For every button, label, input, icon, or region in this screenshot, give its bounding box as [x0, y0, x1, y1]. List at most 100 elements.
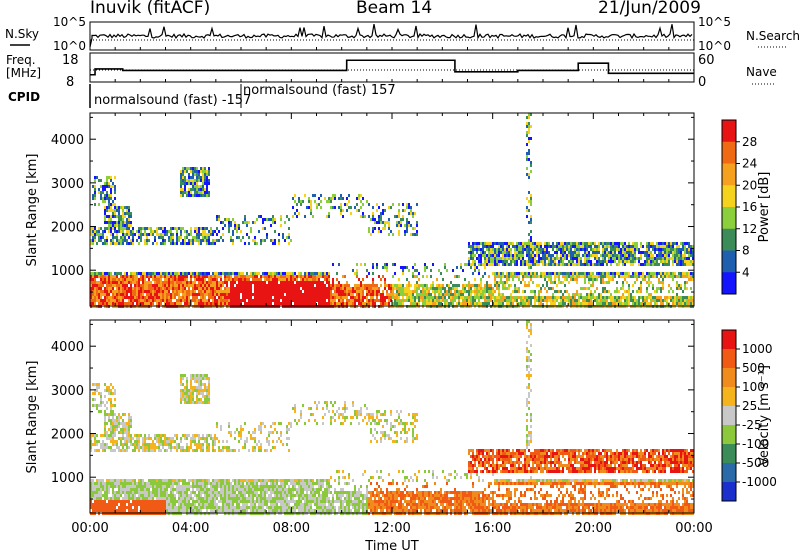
power-heatmap-cell	[230, 236, 232, 239]
power-heatmap-cell	[162, 233, 164, 236]
power-heatmap-cell	[476, 251, 478, 254]
power-heatmap-cell	[626, 251, 628, 254]
power-heatmap-cell	[418, 302, 420, 305]
power-heatmap-cell	[188, 179, 190, 182]
power-heatmap-cell	[526, 302, 528, 305]
power-heatmap-cell	[162, 275, 164, 278]
power-heatmap-cell	[556, 242, 558, 245]
power-heatmap-cell	[238, 287, 240, 290]
power-heatmap-cell	[560, 281, 562, 284]
power-heatmap-cell	[678, 299, 680, 302]
power-heatmap-cell	[278, 239, 280, 242]
velocity-heatmap-cell	[116, 440, 118, 443]
power-heatmap-cell	[610, 260, 612, 263]
power-heatmap-cell	[642, 302, 644, 305]
power-heatmap-cell	[498, 293, 500, 296]
velocity-heatmap-cell	[114, 482, 116, 485]
power-heatmap-cell	[656, 290, 658, 293]
power-heatmap-cell	[604, 302, 606, 305]
power-heatmap-cell	[656, 275, 658, 278]
power-heatmap-cell	[216, 281, 218, 284]
power-heatmap-cell	[402, 266, 404, 269]
power-heatmap-cell	[394, 299, 396, 302]
power-heatmap-cell	[328, 302, 330, 305]
power-heatmap-cell	[626, 254, 628, 257]
power-heatmap-cell	[484, 245, 486, 248]
power-heatmap-cell	[172, 227, 174, 230]
power-heatmap-cell	[634, 296, 636, 299]
power-heatmap-cell	[604, 290, 606, 293]
power-heatmap-cell	[184, 290, 186, 293]
power-heatmap-cell	[158, 287, 160, 290]
power-heatmap-cell	[518, 254, 520, 257]
power-heatmap-cell	[116, 236, 118, 239]
power-heatmap-cell	[156, 278, 158, 281]
power-heatmap-cell	[254, 242, 256, 245]
power-heatmap-cell	[480, 254, 482, 257]
power-heatmap-cell	[398, 215, 400, 218]
power-heatmap-cell	[102, 275, 104, 278]
velocity-heatmap-cell	[112, 386, 114, 389]
power-heatmap-cell	[170, 287, 172, 290]
power-heatmap-cell	[598, 302, 600, 305]
power-heatmap-cell	[546, 251, 548, 254]
power-heatmap-cell	[242, 236, 244, 239]
power-heatmap-cell	[90, 281, 92, 284]
power-heatmap-cell	[450, 290, 452, 293]
power-heatmap-cell	[382, 299, 384, 302]
power-heatmap-cell	[270, 281, 272, 284]
power-heatmap-cell	[356, 287, 358, 290]
power-heatmap-cell	[144, 230, 146, 233]
power-heatmap-cell	[474, 245, 476, 248]
power-heatmap-cell	[490, 251, 492, 254]
power-heatmap-cell	[588, 293, 590, 296]
power-heatmap-cell	[560, 257, 562, 260]
power-heatmap-cell	[144, 281, 146, 284]
power-heatmap-cell	[166, 281, 168, 284]
power-heatmap-cell	[166, 302, 168, 305]
power-heatmap-cell	[222, 239, 224, 242]
power-heatmap-cell	[142, 272, 144, 275]
power-heatmap-cell	[162, 227, 164, 230]
power-heatmap-cell	[406, 290, 408, 293]
power-heatmap-cell	[92, 299, 94, 302]
power-heatmap-cell	[502, 257, 504, 260]
power-heatmap-cell	[398, 302, 400, 305]
power-heatmap-cell	[636, 248, 638, 251]
power-heatmap-cell	[302, 278, 304, 281]
power-heatmap-cell	[266, 275, 268, 278]
power-heatmap-cell	[610, 263, 612, 266]
power-heatmap-cell	[108, 278, 110, 281]
power-heatmap-cell	[650, 302, 652, 305]
power-heatmap-cell	[376, 287, 378, 290]
power-heatmap-cell	[316, 284, 318, 287]
power-heatmap-cell	[342, 197, 344, 200]
power-heatmap-cell	[652, 254, 654, 257]
velocity-heatmap-cell	[112, 413, 114, 416]
power-heatmap-cell	[688, 296, 690, 299]
power-heatmap-cell	[130, 275, 132, 278]
power-heatmap-cell	[402, 203, 404, 206]
power-heatmap-cell	[212, 290, 214, 293]
power-heatmap-cell	[156, 287, 158, 290]
power-colorbar-segment	[722, 163, 736, 186]
power-heatmap-cell	[538, 251, 540, 254]
power-heatmap-cell	[538, 263, 540, 266]
power-heatmap-cell	[180, 299, 182, 302]
power-heatmap-cell	[256, 296, 258, 299]
power-heatmap-cell	[356, 269, 358, 272]
power-heatmap-cell	[514, 287, 516, 290]
power-heatmap-cell	[450, 293, 452, 296]
power-heatmap-cell	[302, 281, 304, 284]
power-heatmap-cell	[184, 242, 186, 245]
velocity-heatmap-cell	[110, 479, 112, 482]
velocity-heatmap-cell	[92, 506, 94, 509]
power-heatmap-cell	[220, 236, 222, 239]
power-heatmap-cell	[324, 290, 326, 293]
power-heatmap-cell	[308, 275, 310, 278]
power-heatmap-cell	[134, 272, 136, 275]
power-heatmap-cell	[258, 281, 260, 284]
velocity-heatmap-cell	[114, 443, 116, 446]
power-heatmap-cell	[372, 206, 374, 209]
power-heatmap-cell	[472, 254, 474, 257]
